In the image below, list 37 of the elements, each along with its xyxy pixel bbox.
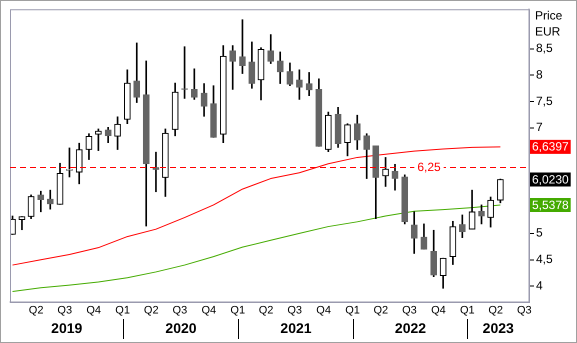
y-tick-label: 5 xyxy=(536,226,543,240)
x-tick-label: Q3 xyxy=(57,304,72,317)
text: 2020 xyxy=(165,320,197,336)
x-tick-label: Q1 xyxy=(460,304,475,317)
y-tick-label: 8 xyxy=(536,67,543,82)
x-tick-label: Q1 xyxy=(345,304,360,317)
y-axis-title: Price EUR xyxy=(535,8,563,39)
y-tick-label: 7 xyxy=(536,120,543,134)
candlestick xyxy=(239,19,246,74)
x-tick-label: Q1 xyxy=(115,304,130,317)
x-tick-label: Q2 xyxy=(144,304,159,317)
x-tick-label: Q3 xyxy=(516,304,532,317)
annotation: 5,5378 xyxy=(532,198,570,212)
y-tick-label: 4,5 xyxy=(536,252,554,266)
x-tick-label: Q3 xyxy=(402,304,417,317)
x-tick-label: Q2 xyxy=(258,304,274,317)
x-tick-label: Q3 xyxy=(172,304,188,317)
x-tick-label: Q4 xyxy=(431,304,446,317)
text: 2022 xyxy=(394,320,426,336)
annotation: 6,0230 xyxy=(532,172,570,186)
annotation: 6,6397 xyxy=(532,140,570,154)
x-tick-label: Q2 xyxy=(488,304,503,317)
x-tick-label: Q2 xyxy=(28,304,44,317)
candlestick xyxy=(152,152,160,192)
x-tick-label: Q4 xyxy=(201,304,216,317)
x-tick-label: Q2 xyxy=(374,304,388,317)
x-tick-label: Q3 xyxy=(287,304,302,317)
y-tick-label: 7,5 xyxy=(536,94,554,108)
text: 2021 xyxy=(280,320,312,336)
ref-line-label: 6,25 xyxy=(417,160,441,174)
x-tick-label: Q4 xyxy=(316,304,331,317)
x-tick-label: Q1 xyxy=(230,304,246,317)
x-tick-label: Q4 xyxy=(86,304,102,317)
y-tick-label: 8,5 xyxy=(536,41,554,56)
y-tick-label: 4 xyxy=(536,278,543,292)
text: 2023 xyxy=(482,320,514,336)
text: 2019 xyxy=(51,320,83,336)
